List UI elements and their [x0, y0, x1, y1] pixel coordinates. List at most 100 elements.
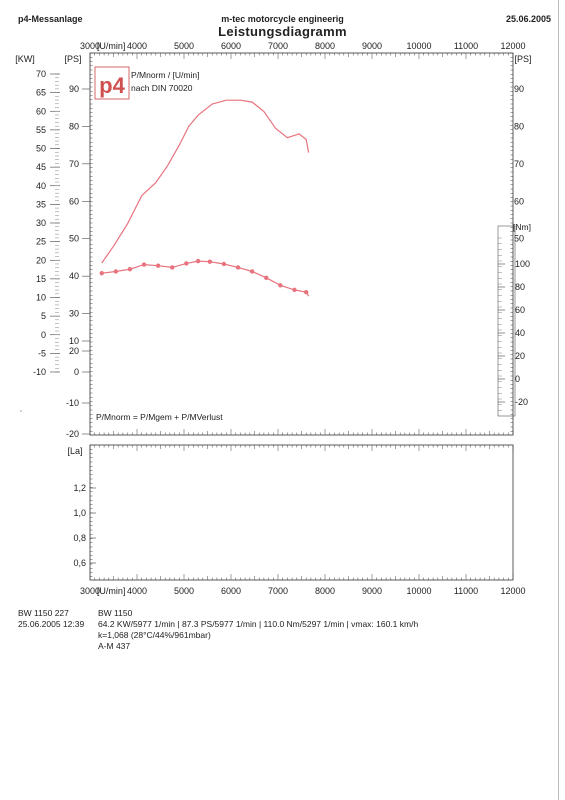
kw-tick-label: -5 — [38, 348, 46, 358]
torque-data-point — [99, 271, 104, 276]
app-name: p4-Messanlage — [18, 14, 83, 24]
vehicle-id: BW 1150 227 — [18, 608, 69, 618]
lambda-tick-label: 1,0 — [73, 508, 86, 518]
nm-tick-label: 100 — [515, 259, 530, 269]
vehicle-name: BW 1150 — [98, 608, 133, 618]
page-edge-line — [558, 0, 559, 800]
page-title: Leistungsdiagramm — [218, 24, 347, 39]
x-tick-label-bottom: 3000 — [80, 586, 100, 596]
legend-line-1: P/Mnorm / [U/min] — [131, 70, 199, 80]
kw-tick-label: 15 — [36, 274, 46, 284]
correction-factor: k=1,068 (28°C/44%/961mbar) — [98, 630, 211, 640]
kw-tick-label: 45 — [36, 162, 46, 172]
kw-tick-label: 10 — [36, 293, 46, 303]
ps-axis-unit-right: [PS] — [514, 54, 531, 64]
x-tick-label-bottom: 6000 — [221, 586, 241, 596]
x-tick-label-bottom: 8000 — [315, 586, 335, 596]
x-tick-label-top: 11000 — [454, 41, 478, 51]
logo-frame — [94, 66, 130, 100]
kw-tick-label: 35 — [36, 199, 46, 209]
ps-tick-label-right: 70 — [514, 159, 524, 169]
torque-data-point — [141, 262, 147, 267]
legend-line-2: nach DIN 70020 — [131, 83, 193, 93]
nm-tick-label: 20 — [515, 351, 525, 361]
torque-data-point — [278, 283, 283, 288]
kw-tick-label: 70 — [36, 69, 46, 79]
torque-data-point — [292, 287, 297, 293]
torque-data-point — [304, 289, 309, 295]
lambda-tick-label: 1,2 — [73, 483, 86, 493]
torque-data-point — [264, 275, 269, 280]
x-tick-label-top: 6000 — [221, 41, 241, 51]
x-tick-label-top: 4000 — [127, 41, 147, 51]
logo-mark: p4 — [99, 73, 125, 98]
x-tick-label-bottom: 9000 — [362, 586, 382, 596]
torque-data-point — [249, 269, 255, 274]
power-ps-curve — [101, 99, 310, 264]
x-tick-label-bottom: 10000 — [406, 586, 431, 596]
ps-tick-label-right: 60 — [514, 196, 524, 206]
x-tick-label-bottom: 7000 — [268, 586, 288, 596]
ps-tick-label-left: 0 — [74, 367, 79, 377]
nm-axis-unit: [Nm] — [513, 222, 531, 232]
x-tick-label-bottom: 4000 — [127, 586, 147, 596]
nm-tick-label: 60 — [515, 305, 525, 315]
x-tick-label-top: 7000 — [268, 41, 288, 51]
kw-tick-label: 5 — [41, 311, 46, 321]
kw-tick-label: 55 — [36, 125, 46, 135]
x-tick-label-top: 12000 — [500, 41, 525, 51]
ps-axis-unit-left: [PS] — [64, 54, 81, 64]
torque-data-point — [113, 269, 119, 274]
plot-frame-top — [89, 52, 514, 436]
kw-tick-label: 25 — [36, 237, 46, 247]
nm-axis-box — [497, 225, 516, 417]
lambda-tick-label: 0,8 — [73, 533, 86, 543]
kw-tick-label: 65 — [36, 88, 46, 98]
torque-nm-curve — [101, 260, 310, 297]
kw-tick-label: 60 — [36, 106, 46, 116]
ps-tick-label-left: 70 — [69, 159, 79, 169]
ps-tick-label-left: 40 — [69, 271, 79, 281]
torque-data-point — [184, 261, 189, 266]
x-tick-label-bottom: 11000 — [454, 586, 478, 596]
plot-frame-bottom — [89, 444, 514, 581]
measurement-datetime: 25.06.2005 12:39 — [18, 619, 85, 629]
ps-tick-label-left: -20 — [66, 429, 79, 439]
kw-tick-label: 40 — [36, 181, 46, 191]
x-tick-label-bottom: 12000 — [500, 586, 525, 596]
ps-tick-label-right: 90 — [514, 84, 524, 94]
ps-tick-label-left: 80 — [69, 121, 79, 131]
torque-data-point — [207, 259, 213, 264]
kw-tick-label: 0 — [41, 330, 46, 340]
test-code: A-M 437 — [98, 641, 131, 651]
lambda-axis-unit: [La] — [67, 446, 82, 456]
x-tick-label-top: 9000 — [362, 41, 382, 51]
torque-data-point — [155, 263, 161, 268]
nm-tick-label: -20 — [515, 397, 528, 407]
ps-tick-label-right: 50 — [514, 234, 524, 244]
x-tick-label-top: 3000 — [80, 41, 100, 51]
torque-data-point — [235, 265, 241, 270]
kw-tick-label: -10 — [33, 367, 46, 377]
kw-tick-label: 50 — [36, 144, 46, 154]
x-axis-unit-bottom: [U/min] — [97, 586, 126, 596]
header-date: 25.06.2005 — [505, 14, 551, 24]
nm-tick-label: 40 — [515, 328, 525, 338]
nm-tick-label: 0 — [515, 374, 520, 384]
ps-tick-label-left: 50 — [69, 234, 79, 244]
measurement-results: 64.2 KW/5977 1/min | 87.3 PS/5977 1/min … — [98, 619, 419, 629]
ps-tick-label-left: -10 — [66, 398, 79, 408]
kw-tick-label: 30 — [36, 218, 46, 228]
torque-data-point — [127, 266, 133, 272]
torque-data-point — [221, 261, 227, 267]
x-tick-label-bottom: 5000 — [174, 586, 194, 596]
kw-axis-unit: [KW] — [15, 54, 35, 64]
formula-label: P/Mnorm = P/Mgem + P/MVerlust — [96, 412, 223, 422]
ps-tick-label-left: 30 — [69, 309, 79, 319]
nm-tick-label: 80 — [515, 282, 525, 292]
lambda-tick-label: 0,6 — [73, 558, 86, 568]
company-name: m-tec motorcycle engineerig — [221, 14, 344, 24]
ps-tick-label-left: 10 — [69, 336, 79, 346]
ps-tick-label-left: 90 — [69, 84, 79, 94]
